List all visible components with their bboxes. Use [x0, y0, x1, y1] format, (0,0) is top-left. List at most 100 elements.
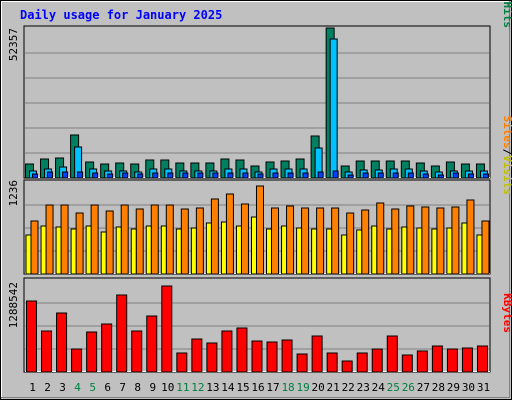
legend-kbytes: KBytes: [501, 293, 512, 333]
bar-kbytes: [446, 348, 458, 373]
day-label: 24: [372, 381, 386, 394]
bar-kbytes: [296, 353, 308, 373]
bar-kbytes: [476, 345, 488, 373]
bar-kbytes: [56, 312, 68, 373]
bar-pages: [332, 170, 339, 179]
bar-sites: [30, 220, 39, 275]
bar-sites: [301, 207, 310, 275]
bar-visits: [250, 216, 257, 275]
bar-visits: [205, 222, 212, 275]
bar-kbytes: [146, 315, 158, 373]
day-label: 23: [357, 381, 370, 394]
bar-pages: [107, 173, 114, 179]
bar-sites: [180, 208, 189, 275]
bar-files: [329, 38, 338, 179]
bar-sites: [406, 205, 415, 275]
axis-label-kbytes: 1288542: [7, 282, 20, 328]
bar-visits: [401, 226, 408, 275]
legend-pages-files-hits: Pages/Files/Hits: [501, 0, 512, 28]
bar-visits: [311, 228, 318, 275]
bar-kbytes: [131, 330, 143, 373]
bar-sites: [331, 207, 340, 275]
bar-sites: [436, 207, 445, 275]
day-label: 27: [417, 381, 430, 394]
legend-part: Sites: [501, 116, 512, 149]
bar-sites: [225, 193, 234, 275]
bar-pages: [302, 172, 309, 179]
bar-kbytes: [221, 330, 233, 373]
bar-pages: [407, 172, 414, 179]
bar-pages: [437, 174, 444, 179]
bar-sites: [466, 199, 475, 275]
bar-visits: [371, 225, 378, 275]
day-label: 30: [462, 381, 475, 394]
bar-sites: [60, 204, 69, 275]
day-label: 31: [477, 381, 490, 394]
bar-visits: [296, 227, 303, 275]
bar-sites: [165, 204, 174, 275]
day-label: 11: [176, 381, 189, 394]
bar-pages: [122, 172, 129, 179]
bar-visits: [40, 225, 47, 275]
bar-sites: [105, 210, 114, 275]
bar-visits: [175, 228, 182, 275]
legend-part: Hits: [501, 2, 512, 29]
bar-sites: [255, 185, 264, 275]
bar-pages: [347, 174, 354, 179]
bar-sites: [286, 205, 295, 275]
bar-visits: [55, 226, 62, 275]
day-label: 12: [191, 381, 204, 394]
bar-pages: [242, 172, 249, 179]
bar-kbytes: [26, 300, 37, 373]
legend-part: /: [501, 0, 512, 2]
bar-visits: [25, 234, 32, 275]
bar-sites: [120, 204, 129, 275]
chart-title: Daily usage for January 2025: [20, 8, 222, 22]
day-label: 15: [236, 381, 249, 394]
bar-visits: [115, 226, 122, 275]
bar-sites: [346, 212, 355, 275]
panel-bg-0: [23, 25, 491, 179]
bar-visits: [386, 228, 393, 275]
bar-pages: [137, 173, 144, 179]
day-label: 1: [29, 381, 36, 394]
bar-pages: [77, 171, 84, 179]
bar-visits: [281, 225, 288, 275]
bar-pages: [62, 171, 69, 179]
legend-part: Visits: [501, 155, 512, 195]
day-label: 2: [44, 381, 51, 394]
bar-kbytes: [311, 335, 323, 373]
bar-visits: [160, 225, 167, 275]
bar-sites: [210, 198, 219, 275]
bar-visits: [130, 228, 137, 275]
axis-label-hits: 52357: [7, 28, 20, 61]
bar-kbytes: [191, 338, 203, 373]
bar-pages: [482, 173, 489, 179]
bar-sites: [376, 202, 385, 275]
bar-kbytes: [71, 348, 83, 373]
bar-sites: [135, 208, 144, 275]
bar-pages: [167, 172, 174, 179]
bar-pages: [362, 172, 369, 179]
bar-kbytes: [266, 341, 278, 373]
day-label: 28: [432, 381, 445, 394]
bar-kbytes: [236, 327, 248, 373]
day-label: 22: [342, 381, 355, 394]
bar-sites: [421, 206, 430, 275]
bar-pages: [467, 173, 474, 179]
bar-kbytes: [386, 335, 398, 373]
day-label: 3: [59, 381, 66, 394]
bar-sites: [195, 207, 204, 275]
bar-sites: [271, 207, 280, 275]
bar-visits: [85, 225, 92, 275]
bar-kbytes: [86, 331, 98, 373]
bar-pages: [272, 172, 279, 179]
bar-pages: [92, 172, 99, 179]
bar-visits: [235, 225, 242, 275]
day-label: 29: [447, 381, 460, 394]
bar-kbytes: [281, 339, 293, 373]
bar-kbytes: [416, 350, 428, 373]
bar-visits: [341, 234, 348, 275]
